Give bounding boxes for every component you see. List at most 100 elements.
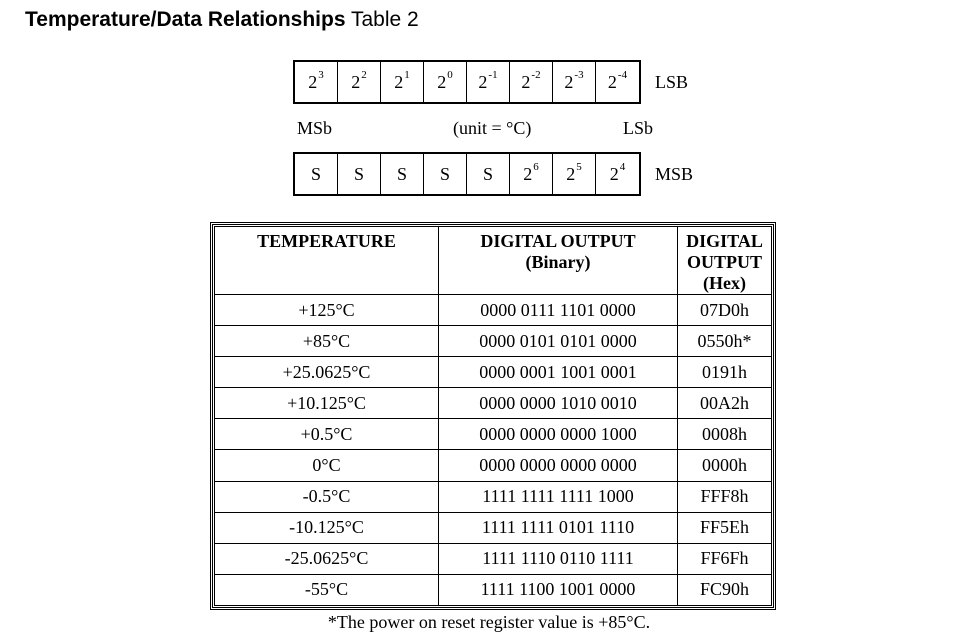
temperature-cell: +0.5°C bbox=[214, 418, 439, 451]
binary-output-cell: 1111 1100 1001 0000 bbox=[438, 573, 678, 607]
unit-label: (unit = °C) bbox=[453, 118, 532, 138]
table-row: +10.125°C 0000 0000 1010 0010 00A2h bbox=[214, 387, 772, 420]
bit-base: 2 bbox=[478, 71, 488, 92]
heading-table-number: Table 2 bbox=[351, 8, 419, 31]
temperature-cell: +85°C bbox=[214, 325, 439, 358]
bit-base: 2 bbox=[394, 71, 404, 92]
bit-significance-labels: MSb (unit = °C) LSb bbox=[293, 118, 659, 144]
header-line: (Binary) bbox=[525, 252, 591, 272]
binary-output-cell: 0000 0000 1010 0010 bbox=[438, 387, 678, 420]
lsb-bit-cell: 2 -3 bbox=[553, 62, 596, 102]
lsb-bit-cell: 2 -1 bbox=[467, 62, 510, 102]
msb-bit-cell: S bbox=[295, 154, 338, 194]
bit-base: S bbox=[310, 163, 321, 184]
binary-output-cell: 1111 1111 1111 1000 bbox=[438, 480, 678, 513]
binary-output-cell: 0000 0101 0101 0000 bbox=[438, 325, 678, 358]
bit-exponent: 5 bbox=[576, 161, 582, 173]
table-row: -0.5°C 1111 1111 1111 1000 FFF8h bbox=[214, 480, 772, 513]
bit-base: 2 bbox=[351, 71, 361, 92]
hex-output-cell: FF5Eh bbox=[677, 511, 772, 544]
temperature-cell: -0.5°C bbox=[214, 480, 439, 513]
table-row: +125°C 0000 0111 1101 0000 07D0h bbox=[214, 293, 772, 327]
temperature-cell: +125°C bbox=[214, 293, 439, 327]
lsb-bit-cell: 2 -2 bbox=[510, 62, 553, 102]
bit-exponent: 2 bbox=[361, 69, 367, 81]
hex-output-cell: FFF8h bbox=[677, 480, 772, 513]
binary-output-cell: 1111 1111 0101 1110 bbox=[438, 511, 678, 544]
header-line: OUTPUT bbox=[686, 252, 762, 272]
bit-base: S bbox=[396, 163, 407, 184]
msb-bit-cell: S bbox=[381, 154, 424, 194]
table-row: +0.5°C 0000 0000 0000 1000 0008h bbox=[214, 418, 772, 451]
temperature-cell: -25.0625°C bbox=[214, 542, 439, 575]
bit-exponent: 3 bbox=[318, 69, 324, 81]
table-row: -55°C 1111 1100 1001 0000 FC90h bbox=[214, 573, 772, 607]
msb-bit-cell: S bbox=[424, 154, 467, 194]
bit-exponent: -3 bbox=[574, 69, 584, 81]
table-row: 0°C 0000 0000 0000 0000 0000h bbox=[214, 449, 772, 482]
hex-output-cell: 07D0h bbox=[677, 293, 772, 327]
bit-exponent: 6 bbox=[533, 161, 539, 173]
binary-output-cell: 0000 0001 1001 0001 bbox=[438, 356, 678, 389]
bit-exponent: -1 bbox=[488, 69, 498, 81]
lsb-bit-label: LSb bbox=[623, 118, 654, 138]
lsb-register-bits: 2 3 2 2 2 1 2 0 2 -1 2 -2 2 -3 2 -4 bbox=[293, 60, 641, 104]
msb-register-tag: MSB bbox=[655, 163, 694, 184]
bit-exponent: 4 bbox=[619, 161, 626, 173]
temperature-data-table: TEMPERATURE DIGITAL OUTPUT (Binary) DIGIT… bbox=[214, 226, 772, 607]
bit-base: S bbox=[439, 163, 450, 184]
binary-output-cell: 0000 0000 0000 1000 bbox=[438, 418, 678, 451]
temperature-data-table-frame: TEMPERATURE DIGITAL OUTPUT (Binary) DIGIT… bbox=[210, 222, 776, 610]
bit-base: 2 bbox=[609, 163, 619, 184]
bit-base: 2 bbox=[566, 163, 576, 184]
bit-exponent: -2 bbox=[531, 69, 541, 81]
page-heading: Temperature/Data Relationships Table 2 bbox=[25, 8, 419, 32]
hex-output-cell: 00A2h bbox=[677, 387, 772, 420]
table-row: +25.0625°C 0000 0001 1001 0001 0191h bbox=[214, 356, 772, 389]
table-row: -10.125°C 1111 1111 0101 1110 FF5Eh bbox=[214, 511, 772, 544]
lsb-register-tag: LSB bbox=[655, 71, 689, 92]
bit-base: S bbox=[482, 163, 493, 184]
header-digital-output-binary: DIGITAL OUTPUT (Binary) bbox=[438, 226, 678, 295]
temperature-cell: +10.125°C bbox=[214, 387, 439, 420]
temperature-cell: 0°C bbox=[214, 449, 439, 482]
hex-output-cell: 0550h* bbox=[677, 325, 772, 358]
bit-base: 2 bbox=[437, 71, 447, 92]
bit-base: 2 bbox=[521, 71, 531, 92]
header-line: DIGITAL bbox=[686, 231, 763, 251]
hex-output-cell: FF6Fh bbox=[677, 542, 772, 575]
hex-output-cell: 0000h bbox=[677, 449, 772, 482]
header-line: (Hex) bbox=[703, 273, 746, 293]
lsb-register: 2 3 2 2 2 1 2 0 2 -1 2 -2 2 -3 2 -4 LSB bbox=[293, 60, 688, 104]
bit-base: S bbox=[353, 163, 364, 184]
msb-bit-cell: S bbox=[338, 154, 381, 194]
header-digital-output-hex: DIGITAL OUTPUT (Hex) bbox=[677, 226, 772, 295]
table-row: +85°C 0000 0101 0101 0000 0550h* bbox=[214, 325, 772, 358]
binary-output-cell: 1111 1110 0110 1111 bbox=[438, 542, 678, 575]
temperature-cell: -55°C bbox=[214, 573, 439, 607]
temperature-cell: +25.0625°C bbox=[214, 356, 439, 389]
msb-bit-cell: S bbox=[467, 154, 510, 194]
bit-base: 2 bbox=[607, 71, 617, 92]
bit-exponent: 0 bbox=[447, 69, 453, 81]
hex-output-cell: 0008h bbox=[677, 418, 772, 451]
table-body: +125°C 0000 0111 1101 0000 07D0h +85°C 0000 … bbox=[214, 293, 772, 607]
binary-output-cell: 0000 0111 1101 0000 bbox=[438, 293, 678, 327]
hex-output-cell: 0191h bbox=[677, 356, 772, 389]
table-header-row: TEMPERATURE DIGITAL OUTPUT (Binary) DIGIT… bbox=[214, 226, 772, 295]
table-row: -25.0625°C 1111 1110 0110 1111 FF6Fh bbox=[214, 542, 772, 575]
bit-exponent: -4 bbox=[617, 69, 628, 81]
lsb-bit-cell: 2 -4 bbox=[596, 62, 639, 102]
temperature-cell: -10.125°C bbox=[214, 511, 439, 544]
heading-title: Temperature/Data Relationships bbox=[25, 8, 346, 31]
bit-base: 2 bbox=[308, 71, 318, 92]
